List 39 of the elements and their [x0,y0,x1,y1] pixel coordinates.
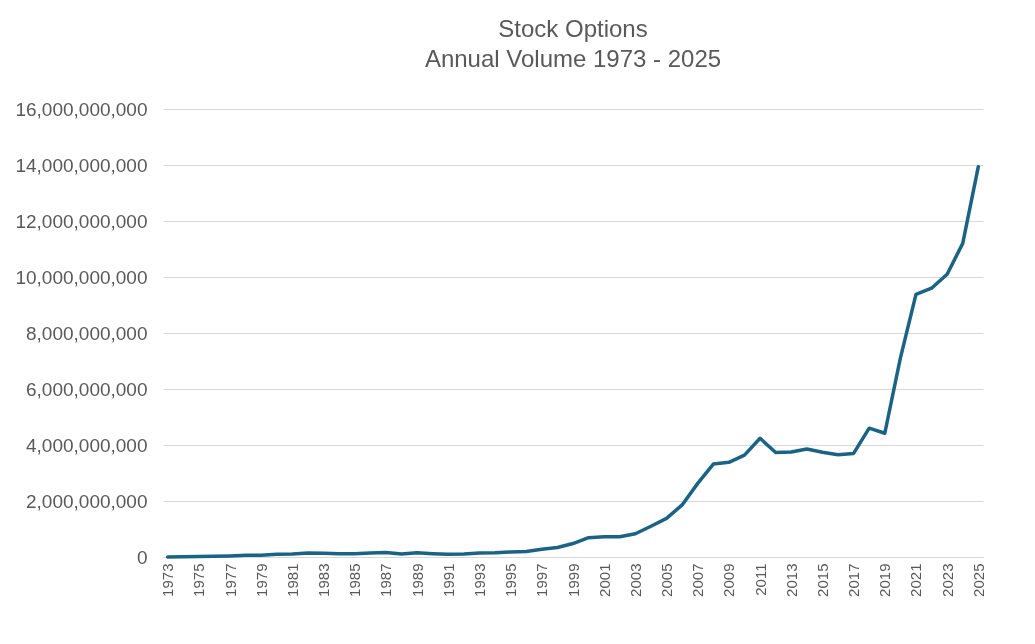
x-tick-label: 1983 [315,563,333,597]
y-tick-label: 14,000,000,000 [15,154,148,176]
chart-title: Stock Options [498,15,648,42]
x-tick-label: 2023 [938,563,956,597]
y-tick-label: 4,000,000,000 [25,434,148,456]
x-tick-label: 2017 [845,563,863,597]
x-tick-label: 2025 [969,563,987,597]
x-tick-label: 2015 [813,563,831,597]
x-tick-label: 2013 [782,563,800,597]
x-tick-label: 2003 [626,563,644,597]
x-tick-label: 2019 [876,563,894,597]
chart-subtitle: Annual Volume 1973 - 2025 [424,45,722,72]
line-series [165,164,981,559]
x-tick-label: 2001 [595,563,613,597]
x-tick-label: 2011 [751,563,769,596]
x-tick-label: 1973 [159,563,177,597]
x-tick-label: 2021 [907,563,925,597]
x-tick-label: 2005 [658,563,676,597]
x-tick-label: 1995 [502,563,520,597]
x-tick-label: 2009 [720,563,738,597]
x-tick-label: 1979 [252,563,270,597]
y-tick-label: 6,000,000,000 [25,378,148,400]
x-tick-label: 1977 [221,563,239,597]
x-tick-label: 1997 [533,563,551,597]
y-tick-label: 12,000,000,000 [15,210,148,232]
x-tick-label: 1987 [377,563,395,597]
x-tick-label: 1993 [470,563,488,597]
y-tick-label: 8,000,000,000 [25,322,148,344]
y-tick-label: 0 [136,546,148,568]
y-tick-label: 2,000,000,000 [25,490,148,512]
x-tick-label: 1975 [190,563,208,597]
x-tick-label: 1999 [564,563,582,597]
x-tick-label: 1981 [283,563,301,597]
x-tick-label: 1991 [439,563,457,597]
y-tick-label: 10,000,000,000 [15,266,148,288]
x-tick-label: 2007 [689,563,707,597]
x-tick-label: 1985 [346,563,364,597]
y-tick-label: 16,000,000,000 [15,98,148,120]
x-tick-label: 1989 [408,563,426,597]
